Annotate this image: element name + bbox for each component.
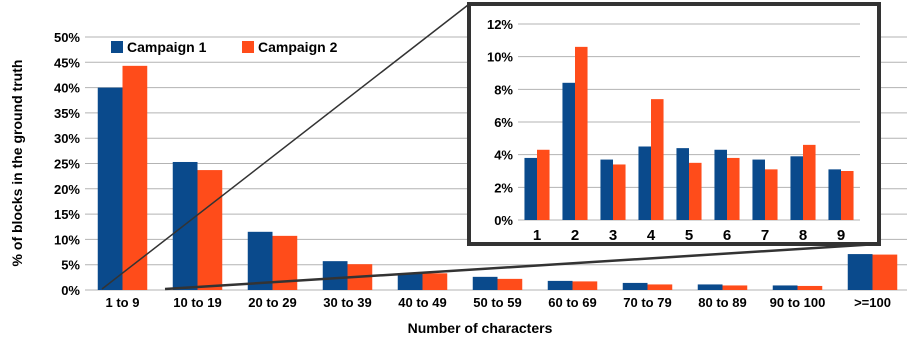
y-tick-label: 10% bbox=[487, 50, 513, 65]
legend-swatch-campaign-1 bbox=[111, 41, 123, 53]
bar-campaign-2 bbox=[197, 170, 223, 290]
y-tick-label: 10% bbox=[54, 232, 80, 247]
bar-campaign-2 bbox=[575, 46, 588, 220]
bar-campaign-2 bbox=[497, 278, 523, 290]
bar-campaign-1 bbox=[697, 284, 723, 290]
bar-campaign-2 bbox=[689, 162, 702, 220]
bar-campaign-2 bbox=[613, 164, 626, 220]
x-tick-label: 4 bbox=[647, 227, 656, 244]
x-tick-label: 90 to 100 bbox=[770, 295, 826, 310]
y-tick-label: 20% bbox=[54, 182, 80, 197]
x-axis-title: Number of characters bbox=[408, 320, 553, 336]
x-tick-label: 80 to 89 bbox=[698, 295, 746, 310]
bar-campaign-2 bbox=[537, 149, 550, 220]
bar-campaign-1 bbox=[97, 87, 123, 290]
bar-campaign-1 bbox=[472, 276, 498, 290]
bar-campaign-1 bbox=[790, 156, 803, 220]
y-tick-label: 50% bbox=[54, 30, 80, 45]
x-tick-label: 50 to 59 bbox=[473, 295, 521, 310]
bar-campaign-2 bbox=[572, 281, 598, 290]
bar-campaign-2 bbox=[727, 157, 740, 220]
legend: Campaign 1 Campaign 2 bbox=[111, 39, 338, 55]
x-tick-label: >=100 bbox=[854, 295, 891, 310]
zoom-connector-lower bbox=[101, 4, 469, 290]
x-tick-label: 1 to 9 bbox=[106, 295, 140, 310]
bar-campaign-1 bbox=[638, 146, 651, 220]
bar-campaign-2 bbox=[797, 285, 823, 290]
x-tick-label: 8 bbox=[799, 227, 807, 244]
x-tick-label: 7 bbox=[761, 227, 769, 244]
bar-campaign-1 bbox=[172, 161, 198, 290]
x-tick-label: 70 to 79 bbox=[623, 295, 671, 310]
bar-campaign-2 bbox=[841, 171, 854, 220]
bar-campaign-2 bbox=[122, 65, 148, 290]
x-tick-label: 9 bbox=[837, 227, 845, 244]
bar-campaign-1 bbox=[547, 280, 573, 290]
bar-campaign-2 bbox=[647, 284, 673, 290]
main-y-tick-labels: 0% 5% 10% 15% 20% 25% 30% 35% 40% 45% 50% bbox=[54, 30, 80, 298]
y-tick-label: 25% bbox=[54, 157, 80, 172]
x-tick-label: 20 to 29 bbox=[248, 295, 296, 310]
bar-campaign-1 bbox=[322, 261, 348, 290]
bar-campaign-1 bbox=[772, 285, 798, 290]
x-tick-label: 5 bbox=[685, 227, 693, 244]
y-tick-label: 30% bbox=[54, 131, 80, 146]
bar-campaign-1 bbox=[397, 273, 423, 290]
bar-campaign-1 bbox=[752, 159, 765, 220]
bar-campaign-1 bbox=[847, 254, 873, 290]
y-tick-label: 4% bbox=[494, 148, 513, 163]
zoom-connector-upper bbox=[164, 242, 879, 291]
bar-campaign-1 bbox=[524, 157, 537, 220]
y-tick-label: 35% bbox=[54, 106, 80, 121]
y-tick-label: 15% bbox=[54, 207, 80, 222]
legend-swatch-campaign-2 bbox=[242, 41, 254, 53]
x-tick-label: 6 bbox=[723, 227, 731, 244]
inset-chart: 0% 2% 4% 6% 8% 10% 12% 1 2 3 4 5 6 7 8 9 bbox=[467, 2, 881, 246]
y-tick-label: 45% bbox=[54, 55, 80, 70]
bar-campaign-2 bbox=[722, 285, 748, 290]
x-tick-label: 10 to 19 bbox=[173, 295, 221, 310]
x-tick-label: 30 to 39 bbox=[323, 295, 371, 310]
y-tick-label: 5% bbox=[61, 258, 80, 273]
y-tick-label: 12% bbox=[487, 17, 513, 32]
y-tick-label: 0% bbox=[61, 283, 80, 298]
bar-campaign-2 bbox=[651, 99, 664, 220]
bar-campaign-1 bbox=[828, 169, 841, 220]
inset-bars bbox=[524, 46, 854, 220]
bar-campaign-1 bbox=[622, 282, 648, 290]
bar-campaign-1 bbox=[714, 149, 727, 220]
inset-y-tick-labels: 0% 2% 4% 6% 8% 10% 12% bbox=[487, 17, 513, 228]
bar-campaign-2 bbox=[765, 169, 778, 220]
legend-label-campaign-1: Campaign 1 bbox=[127, 39, 207, 55]
bar-campaign-2 bbox=[872, 254, 898, 290]
y-tick-label: 0% bbox=[494, 213, 513, 228]
bar-campaign-1 bbox=[676, 148, 689, 220]
y-tick-label: 8% bbox=[494, 82, 513, 97]
x-tick-label: 2 bbox=[571, 227, 579, 244]
x-tick-label: 60 to 69 bbox=[548, 295, 596, 310]
x-tick-label: 3 bbox=[609, 227, 617, 244]
y-axis-title: % of blocks in the ground truth bbox=[9, 60, 25, 267]
inset-x-tick-labels: 1 2 3 4 5 6 7 8 9 bbox=[533, 227, 845, 244]
y-tick-label: 40% bbox=[54, 81, 80, 96]
bar-campaign-1 bbox=[562, 82, 575, 220]
legend-label-campaign-2: Campaign 2 bbox=[258, 39, 338, 55]
x-tick-label: 40 to 49 bbox=[398, 295, 446, 310]
main-bars bbox=[97, 65, 898, 290]
x-tick-label: 1 bbox=[533, 227, 541, 244]
bar-campaign-2 bbox=[422, 273, 448, 290]
bar-campaign-1 bbox=[247, 231, 273, 290]
bar-campaign-1 bbox=[600, 159, 613, 220]
main-x-tick-labels: 1 to 9 10 to 19 20 to 29 30 to 39 40 to 49 50… bbox=[106, 295, 891, 310]
y-tick-label: 6% bbox=[494, 115, 513, 130]
y-tick-label: 2% bbox=[494, 180, 513, 195]
bar-campaign-2 bbox=[803, 144, 816, 220]
